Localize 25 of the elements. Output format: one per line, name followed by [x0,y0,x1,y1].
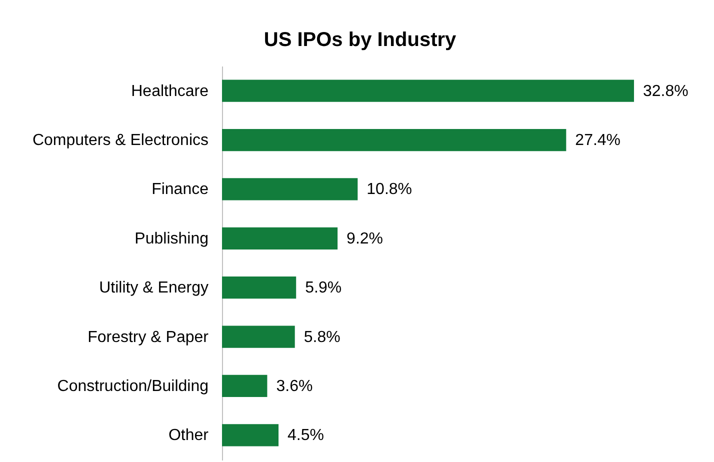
data-label: 4.5% [288,427,324,444]
y-tick-label: Forestry & Paper [88,328,210,346]
chart-title: US IPOs by Industry [264,29,458,51]
data-label: 5.8% [304,328,340,346]
y-tick-label: Other [168,427,210,444]
data-label: 27.4% [575,132,621,150]
bar [222,276,296,299]
data-label: 3.6% [276,378,313,395]
data-label: 32.8% [643,82,688,100]
bar [222,128,566,152]
bar [222,326,295,348]
y-tick-label: Construction/Building [57,378,208,395]
bar [222,227,338,250]
bar [222,424,279,446]
bar [222,80,634,102]
data-label: 5.9% [305,280,342,297]
data-label: 10.8% [366,181,412,198]
y-tick-label: Computers & Electronics [32,132,208,150]
bar [222,374,268,398]
y-tick-label: Healthcare [131,82,209,100]
y-tick-label: Publishing [134,230,208,248]
data-label: 9.2% [346,230,384,248]
y-tick-label: Finance [152,181,209,198]
y-tick-label: Utility & Energy [99,280,208,297]
bar [222,178,358,200]
